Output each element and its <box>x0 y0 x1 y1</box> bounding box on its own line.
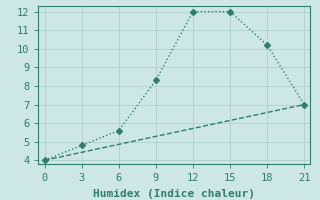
X-axis label: Humidex (Indice chaleur): Humidex (Indice chaleur) <box>93 189 255 199</box>
